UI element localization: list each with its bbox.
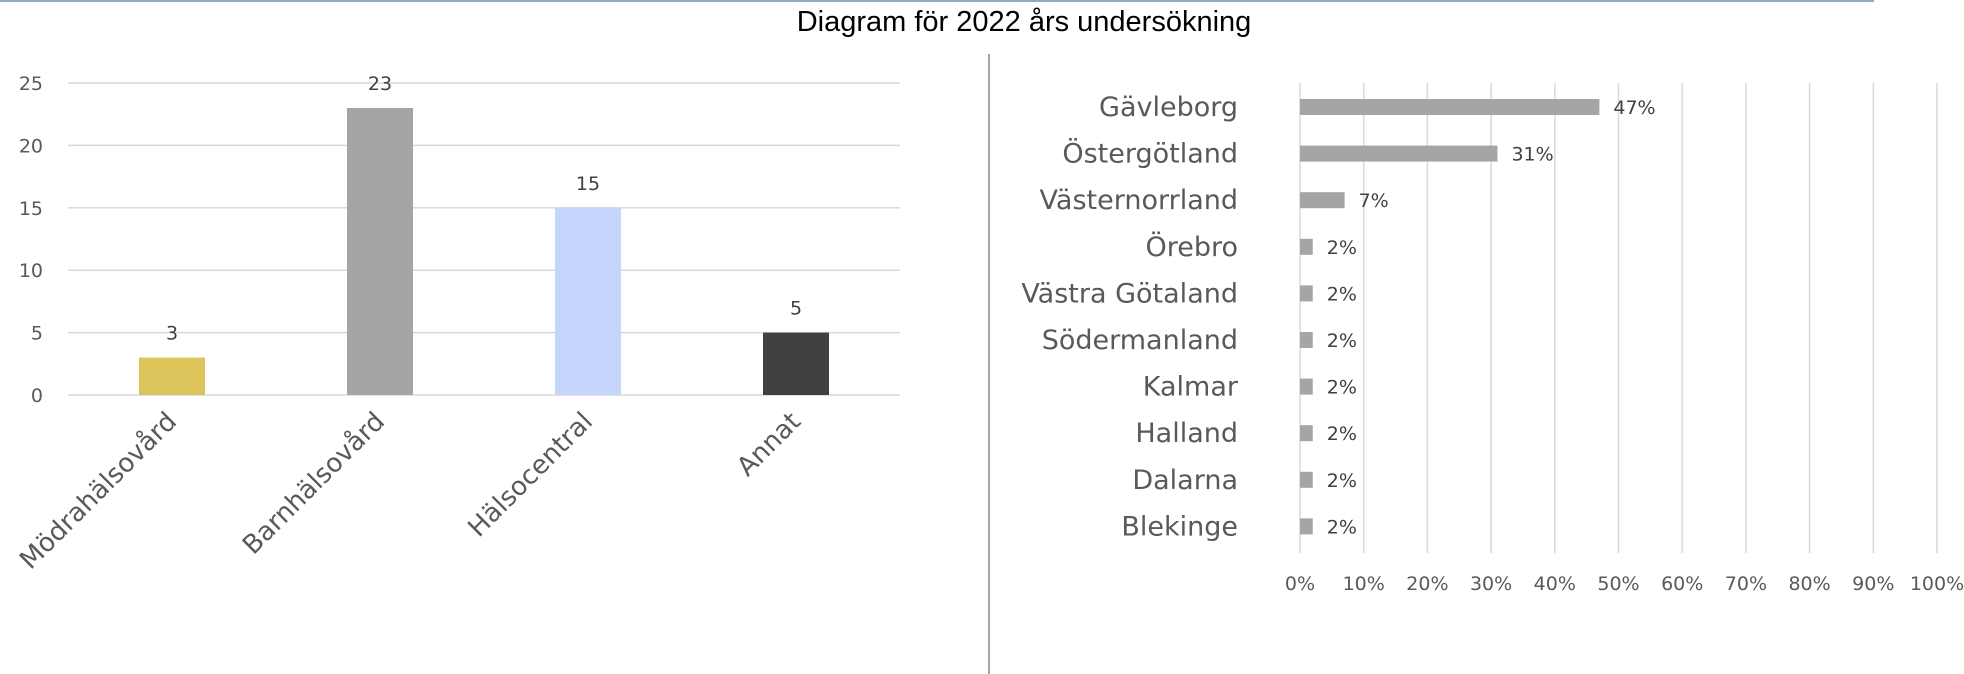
bar — [1300, 378, 1313, 395]
bar — [1300, 425, 1313, 442]
category-label: Västernorrland — [1040, 185, 1238, 216]
y-tick-label: 20 — [19, 135, 43, 157]
x-tick-label: 90% — [1852, 573, 1894, 595]
category-label: Östergötland — [1062, 138, 1238, 170]
category-label: Dalarna — [1132, 465, 1238, 496]
bar-data-label: 2% — [1327, 330, 1357, 352]
x-tick-label: 0% — [1285, 573, 1315, 595]
category-label: Blekinge — [1121, 511, 1238, 542]
category-label: Västra Götaland — [1021, 278, 1238, 309]
bar-data-label: 47% — [1613, 97, 1655, 119]
x-tick-label: 30% — [1470, 573, 1512, 595]
y-tick-label: 5 — [31, 323, 43, 345]
bar — [1300, 518, 1313, 535]
category-label: Kalmar — [1143, 372, 1239, 403]
bar-data-label: 3 — [166, 323, 178, 345]
bar — [1300, 471, 1313, 488]
care-type-bar-chart: 05101520253Mödrahälsovård23Barnhälsovård… — [14, 73, 900, 575]
bar-data-label: 2% — [1327, 283, 1357, 305]
bar — [1300, 238, 1313, 255]
bar — [555, 207, 621, 395]
top-rule — [0, 0, 1874, 2]
x-tick-label: 70% — [1725, 573, 1767, 595]
bar — [763, 332, 829, 395]
y-tick-label: 25 — [19, 73, 43, 95]
x-tick-label: 20% — [1406, 573, 1448, 595]
x-tick-label: 100% — [1910, 573, 1964, 595]
category-label: Gävleborg — [1099, 92, 1238, 123]
bar-data-label: 31% — [1511, 144, 1553, 166]
bar — [347, 107, 413, 396]
bar — [139, 357, 205, 395]
category-label: Örebro — [1145, 231, 1238, 263]
bar-data-label: 23 — [368, 73, 392, 95]
y-tick-label: 10 — [19, 260, 43, 282]
bar-data-label: 2% — [1327, 377, 1357, 399]
category-label: Södermanland — [1042, 325, 1238, 356]
bar — [1300, 285, 1313, 302]
y-tick-label: 0 — [31, 385, 43, 407]
bar — [1300, 332, 1313, 348]
x-tick-label: 60% — [1661, 573, 1703, 595]
bar — [1300, 145, 1498, 162]
x-tick-label: 80% — [1788, 573, 1830, 595]
category-label: Halland — [1135, 418, 1238, 449]
bar-data-label: 2% — [1327, 423, 1357, 445]
bar — [1300, 192, 1345, 209]
page-title: Diagram för 2022 års undersökning — [796, 6, 1252, 38]
bar-data-label: 2% — [1327, 237, 1357, 259]
x-tick-label: 10% — [1343, 573, 1385, 595]
bar-data-label: 15 — [576, 173, 600, 195]
bar-data-label: 2% — [1327, 516, 1357, 538]
chart-divider — [988, 54, 990, 674]
x-tick-label: 40% — [1534, 573, 1576, 595]
x-tick-label: 50% — [1597, 573, 1639, 595]
bar-data-label: 2% — [1327, 470, 1357, 492]
bar — [1300, 99, 1600, 115]
bar-data-label: 5 — [790, 298, 802, 320]
bar-data-label: 7% — [1359, 190, 1389, 212]
y-tick-label: 15 — [19, 198, 43, 220]
